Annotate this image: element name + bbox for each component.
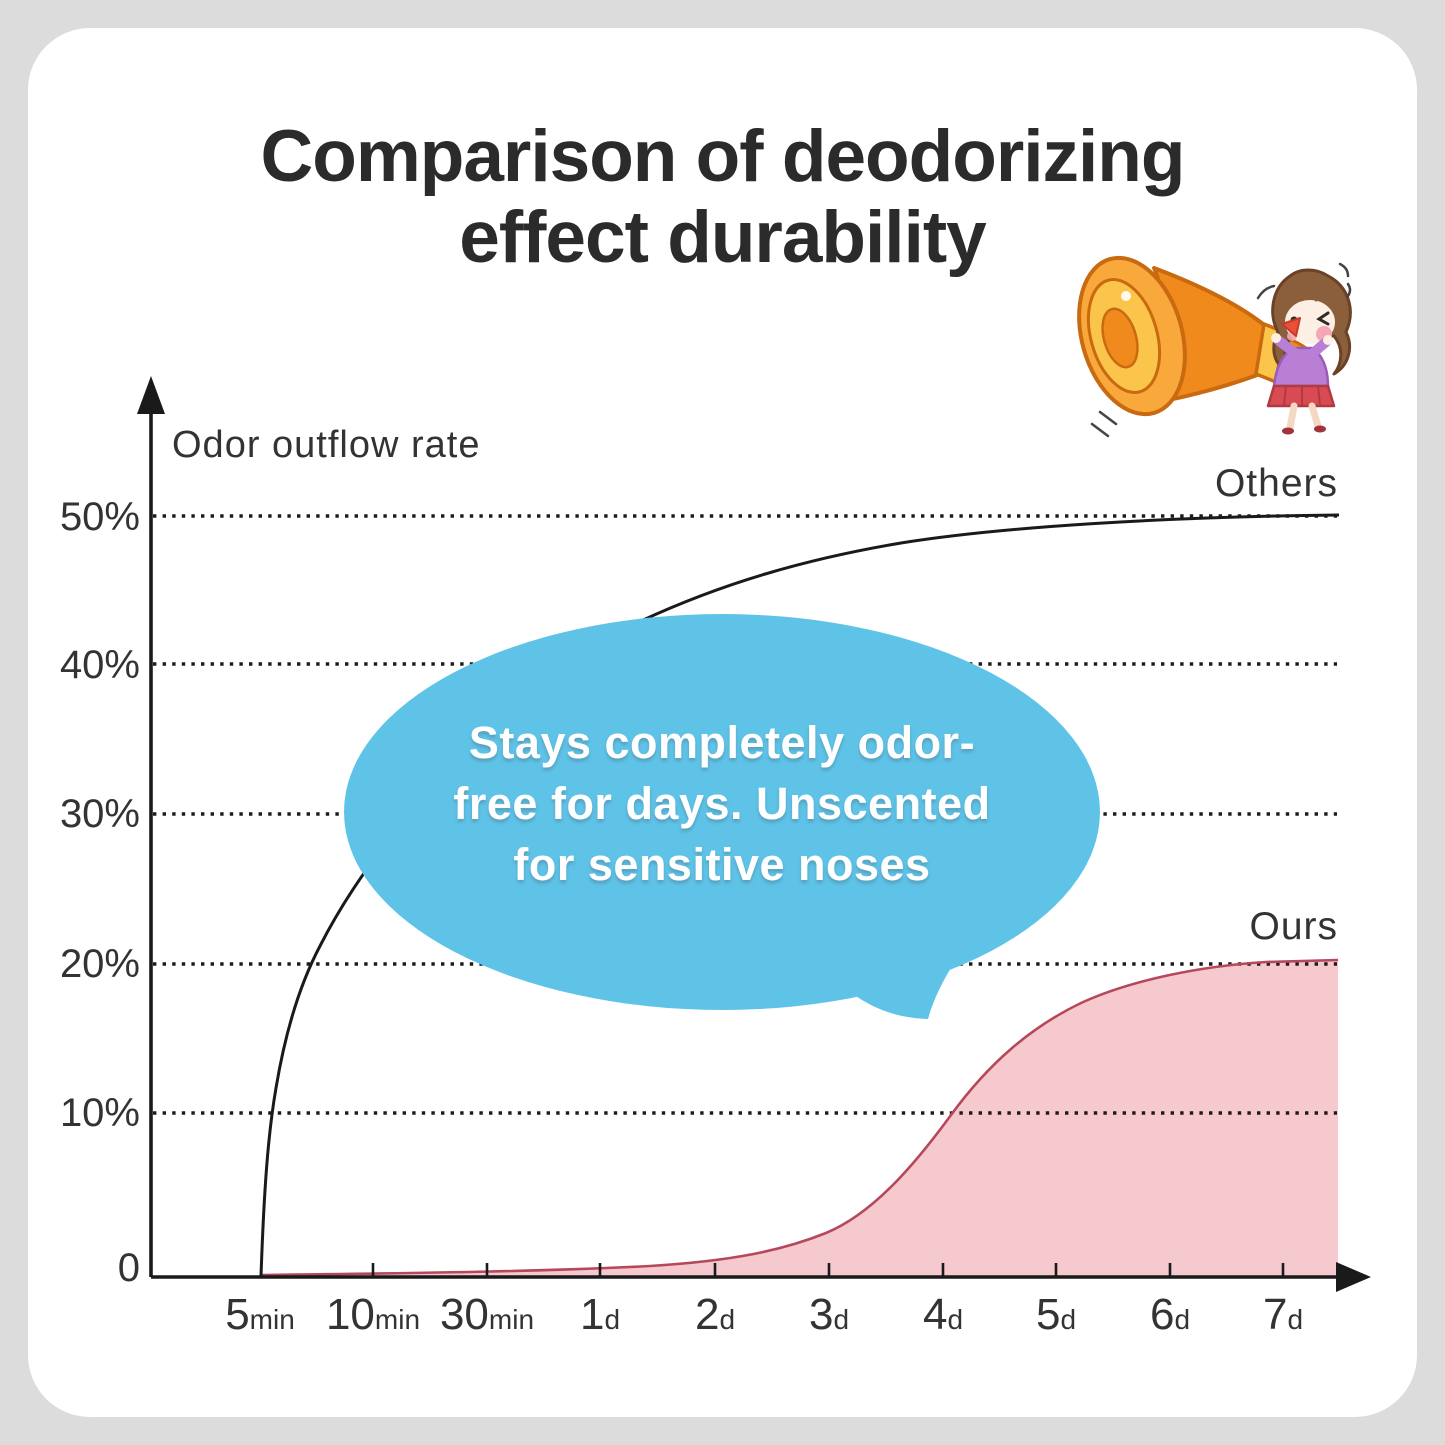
ours-area xyxy=(262,960,1338,1276)
x-tick-label: 7d xyxy=(1262,1290,1304,1339)
y-axis-arrow xyxy=(137,376,165,414)
y-tick-label: 40% xyxy=(59,643,140,687)
axes xyxy=(149,402,1340,1279)
x-tick-label: 5min xyxy=(225,1290,295,1339)
girl-figure xyxy=(1266,262,1352,435)
annotation-line-1: Stays completely odor- xyxy=(468,717,976,768)
x-axis-arrow xyxy=(1336,1262,1371,1292)
x-tick-label: 2d xyxy=(694,1290,736,1339)
x-tick-label: 3d xyxy=(808,1290,850,1339)
speech-bubble xyxy=(344,614,1100,1019)
x-tick-label: 6d xyxy=(1149,1290,1191,1339)
y-tick-label: 50% xyxy=(59,495,140,539)
ours-curve xyxy=(261,958,1339,1277)
megaphone-girl-illustration xyxy=(1077,255,1352,438)
y-tick-label: 10% xyxy=(59,1091,140,1135)
title-line-2: effect durability xyxy=(459,197,987,278)
x-tick-label: 4d xyxy=(922,1290,964,1339)
annotation-line-3: for sensitive noses xyxy=(513,839,931,890)
title-line-1: Comparison of deodorizing xyxy=(260,116,1186,197)
x-tick-label: 10min xyxy=(325,1290,421,1339)
x-tick-label: 5d xyxy=(1035,1290,1077,1339)
y-axis-title: Odor outflow rate xyxy=(172,424,481,466)
page-title: Comparison of deodorizing effect durabil… xyxy=(0,116,1445,278)
annotation-text: Stays completely odor- free for days. Un… xyxy=(372,712,1072,895)
x-tick-label: 30min xyxy=(439,1290,535,1339)
y-tick-label: 20% xyxy=(59,942,140,986)
y-tick-label: 30% xyxy=(59,792,140,836)
y-tick-label: 0 xyxy=(117,1246,140,1290)
x-tick-label: 1d xyxy=(579,1290,621,1339)
series-label-others: Others xyxy=(1214,462,1338,505)
series-label-ours: Ours xyxy=(1249,905,1338,948)
annotation-line-2: free for days. Unscented xyxy=(453,778,991,829)
x-axis-ticks xyxy=(371,1263,1285,1276)
